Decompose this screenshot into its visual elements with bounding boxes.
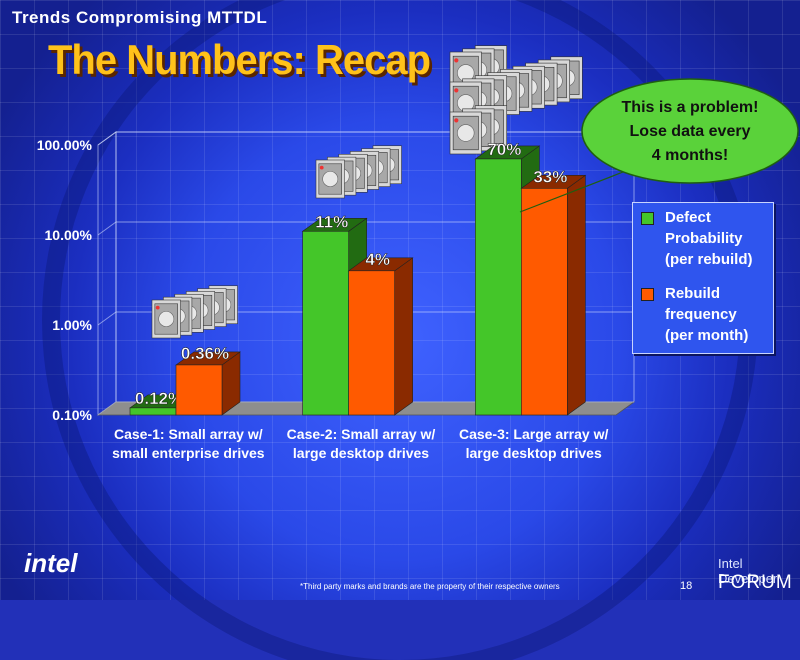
page-number: 18: [680, 580, 693, 592]
footnote: *Third party marks and brands are the pr…: [300, 582, 560, 591]
legend-label-line: Defect: [665, 209, 711, 226]
slide-title: The Numbers: Recap: [48, 36, 431, 83]
bar-side: [394, 257, 413, 416]
bar: [175, 364, 223, 416]
disk-drive-stack-image: [315, 145, 402, 199]
y-tick-label: 0.10%: [52, 407, 92, 423]
forum-logo-line-2: FORUM: [718, 572, 793, 593]
drive-led-image: [454, 58, 459, 63]
slide-subtitle: Trends Compromising MTTDL: [12, 8, 268, 27]
disk-drive-stack-image: [449, 105, 508, 155]
x-tick-label: large desktop drives: [466, 445, 602, 461]
drive-led-image: [454, 118, 459, 123]
data-label: 33%: [533, 167, 567, 186]
data-label: 70%: [487, 140, 521, 159]
data-label: 0.12%: [135, 389, 183, 408]
callout-line-1: This is a problem!: [622, 99, 759, 116]
forum-logo-line-1: Intel Developer: [718, 556, 778, 586]
legend-label-line: Rebuild: [665, 285, 720, 302]
intel-logo: intel: [24, 548, 78, 578]
bar: [302, 230, 349, 416]
x-tick-label: large desktop drives: [293, 445, 429, 461]
legend-label-line: (per rebuild): [665, 251, 753, 268]
legend-label-line: Probability: [665, 230, 743, 247]
drive-led-image: [155, 305, 160, 310]
bar-side: [567, 174, 586, 416]
legend-swatch-rebuild: [641, 288, 654, 301]
bar: [129, 407, 177, 416]
y-tick-label: 1.00%: [52, 317, 92, 333]
disk-drive-images: [151, 45, 583, 339]
drive-led-image: [319, 165, 324, 170]
disk-drive-stack-image: [151, 285, 238, 339]
chart-marks: 0.12% 0.36% 11% 4% 70% 33%: [129, 140, 587, 416]
disk-platter-image: [457, 124, 475, 142]
legend-label-line: frequency: [665, 306, 737, 323]
data-label: 11%: [315, 212, 348, 231]
callout-ellipse: [581, 78, 799, 184]
drive-led-image: [454, 88, 459, 93]
disk-platter-image: [322, 171, 339, 187]
x-tick-label: small enterprise drives: [112, 445, 265, 461]
chart-legend: Defect Probability (per rebuild) Rebuild…: [632, 202, 774, 354]
x-tick-label: Case-3: Large array w/: [459, 426, 609, 442]
callout-shape: [519, 169, 629, 213]
disk-platter-image: [158, 311, 175, 327]
bar: [348, 270, 395, 416]
callout-line-2: Lose data every: [630, 123, 751, 140]
legend-swatch-defect: [641, 212, 654, 225]
bar: [521, 188, 568, 416]
x-tick-label: Case-1: Small array w/: [114, 426, 263, 442]
y-tick-label: 10.00%: [45, 227, 93, 243]
callout-bubble: This is a problem! Lose data every 4 mon…: [519, 78, 799, 213]
bar: [475, 158, 522, 416]
data-label: 0.36%: [181, 344, 229, 363]
gridline: [97, 131, 634, 146]
legend-label-line: (per month): [665, 327, 749, 344]
data-label: 4%: [365, 250, 390, 269]
gridline: [97, 311, 634, 326]
y-tick-label: 100.00%: [37, 137, 93, 153]
bar-chart: 0.10% 1.00% 10.00% 100.00% Case-1: Small arr…: [37, 45, 799, 461]
callout-line-3: 4 months!: [652, 147, 728, 164]
x-tick-label: Case-2: Small array w/: [287, 426, 436, 442]
gridline: [97, 221, 634, 236]
disk-drive-stack-image: [449, 56, 583, 125]
plot-side-wall: [97, 131, 117, 416]
gridline: [97, 401, 634, 416]
